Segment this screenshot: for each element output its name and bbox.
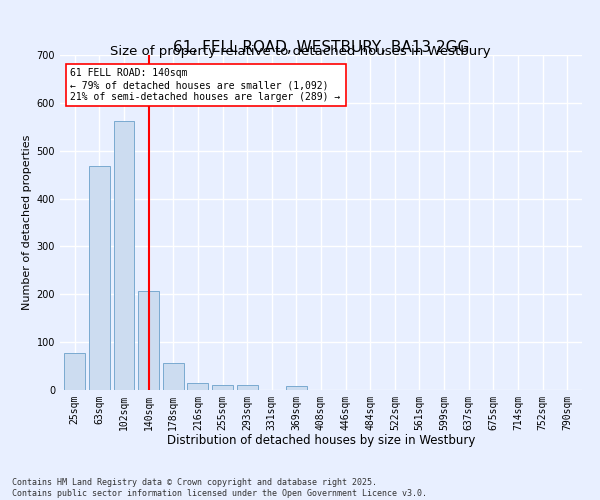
Bar xyxy=(236,385,257,390)
Bar xyxy=(163,362,184,390)
Text: Size of property relative to detached houses in Westbury: Size of property relative to detached ho… xyxy=(110,45,490,58)
Text: 61 FELL ROAD: 140sqm
← 79% of detached houses are smaller (1,092)
21% of semi-de: 61 FELL ROAD: 140sqm ← 79% of detached h… xyxy=(70,68,341,102)
Bar xyxy=(64,352,85,390)
Title: 61, FELL ROAD, WESTBURY, BA13 2GG: 61, FELL ROAD, WESTBURY, BA13 2GG xyxy=(173,40,469,55)
Y-axis label: Number of detached properties: Number of detached properties xyxy=(22,135,32,310)
Text: Contains HM Land Registry data © Crown copyright and database right 2025.
Contai: Contains HM Land Registry data © Crown c… xyxy=(12,478,427,498)
Bar xyxy=(212,385,233,390)
Bar xyxy=(89,166,110,390)
X-axis label: Distribution of detached houses by size in Westbury: Distribution of detached houses by size … xyxy=(167,434,475,448)
Bar xyxy=(286,386,307,390)
Bar xyxy=(187,383,208,390)
Bar xyxy=(113,121,134,390)
Bar xyxy=(138,291,159,390)
